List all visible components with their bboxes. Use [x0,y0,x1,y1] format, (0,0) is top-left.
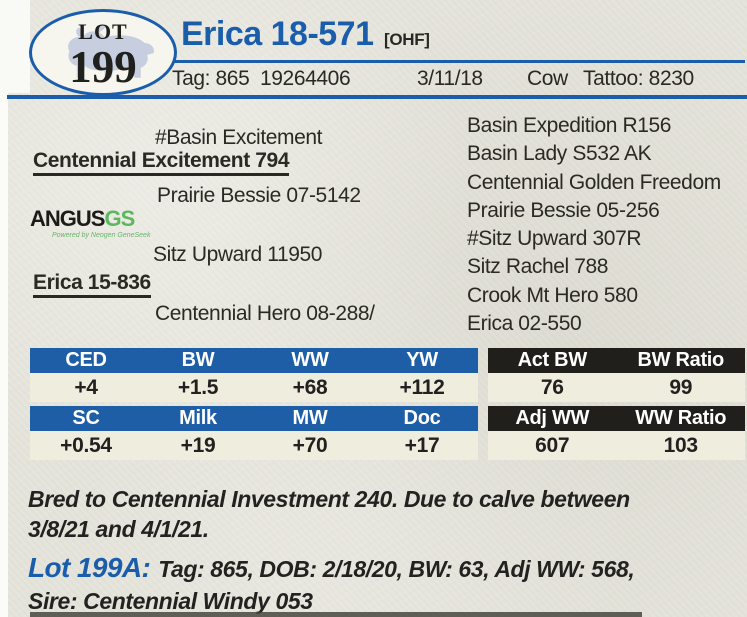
sire-granddam: Prairie Bessie 07-5142 [157,184,361,207]
logo-tagline: Powered by Neogen GeneSeek [52,232,151,239]
bred-note-line-2: 3/8/21 and 4/1/21. [28,516,209,542]
gs-logo-text: GS [104,206,135,231]
angus-gs-logo: ANGUSGS Powered by Neogen GeneSeek [30,206,151,240]
epd-value: +17 [404,433,440,457]
performance-value: 76 [540,375,564,399]
performance-header: BW Ratio [637,349,725,371]
tag-value: Tag: 865 [172,67,250,90]
epd-value: +0.54 [60,433,112,457]
registration-suffix: [OHF] [383,30,430,49]
extended-pedigree-list: Basin Expedition R156 Basin Lady S532 AK… [467,112,721,338]
dam-granddam: Centennial Hero 08-288/ [155,302,375,325]
epd-header-row-2: SC Milk MW Doc [30,406,478,431]
sex-value: Cow [527,67,568,90]
ancestor-name: Basin Expedition R156 [467,114,672,137]
header-divider-line [7,95,747,99]
dam-grandsire: Sitz Upward 11950 [153,243,323,266]
sire-grandsire: #Basin Excitement [155,126,323,149]
epd-value: +1.5 [177,375,219,399]
epd-value-row-1: +4 +1.5 +68 +112 [30,373,478,402]
ancestor-name: #Sitz Upward 307R [467,227,642,251]
dam-name: Erica 15-836 [33,271,151,298]
tattoo-value: Tattoo: 8230 [583,67,694,90]
next-section-partial-bar [30,612,642,617]
animal-title: Erica 18-571 [181,15,374,53]
epd-value-row-2: +0.54 +19 +70 +17 [30,431,478,460]
performance-value-row-2: 607 103 [488,431,745,460]
epd-header: Doc [403,407,441,429]
epd-value: +112 [399,375,445,399]
performance-value: 103 [663,433,698,457]
sub-lot-line-2: Sire: Centennial Windy 053 [28,588,313,614]
ancestor-name: Sitz Rachel 788 [467,255,609,279]
epd-value: +68 [292,375,328,399]
performance-value-row-1: 76 99 [488,373,745,402]
lot-label: LOT [78,19,128,44]
bred-note-line-1: Bred to Centennial Investment 240. Due t… [28,486,630,512]
sub-lot-label: Lot 199A: [28,552,151,583]
epd-value: +4 [74,375,98,399]
page-left-margin [0,0,8,617]
epd-header-row-1: CED BW WW YW [30,348,478,373]
performance-value: 99 [669,375,693,399]
epd-header: BW [181,349,215,371]
epd-header: WW [291,349,329,371]
angus-logo-text: ANGUS [30,206,105,231]
birth-date: 3/11/18 [417,67,483,90]
epd-header: YW [406,349,438,371]
epd-header: Milk [179,407,217,429]
page-corner [0,0,30,93]
epd-value: +70 [292,433,328,457]
cattle-icon [68,25,154,78]
epd-value: +19 [180,433,216,457]
ancestor-name: Basin Lady S532 AK [467,142,652,166]
ancestor-name: Prairie Bessie 05-256 [467,198,660,222]
title-divider-line [167,60,745,63]
sub-lot-details: Tag: 865, DOB: 2/18/20, BW: 63, Adj WW: … [158,556,635,582]
header: Erica 18-571 [OHF] [181,15,430,54]
performance-value: 607 [535,433,570,457]
reg-number: 19264406 [260,67,351,90]
sire-name: Centennial Excitement 794 [33,149,290,176]
epd-header: MW [292,407,328,429]
performance-header: Act BW [517,349,588,371]
lot-number: 199 [69,42,137,92]
performance-header: Adj WW [515,407,590,429]
performance-header-row-1: Act BW BW Ratio [488,348,745,373]
performance-header-row-2: Adj WW WW Ratio [488,406,745,431]
epd-header: CED [65,349,107,371]
ancestor-name: Erica 02-550 [467,312,582,336]
animal-info-row: Tag: 865 19264406 3/11/18 Cow Tattoo: 82… [0,67,747,93]
ancestor-name: Crook Mt Hero 580 [467,283,638,307]
lot-badge: LOT 199 [29,9,177,96]
sub-lot-line-1: Lot 199A: Tag: 865, DOB: 2/18/20, BW: 63,… [28,552,635,584]
performance-header: WW Ratio [635,407,727,429]
epd-header: SC [72,407,100,429]
ancestor-name: Centennial Golden Freedom [467,170,721,194]
